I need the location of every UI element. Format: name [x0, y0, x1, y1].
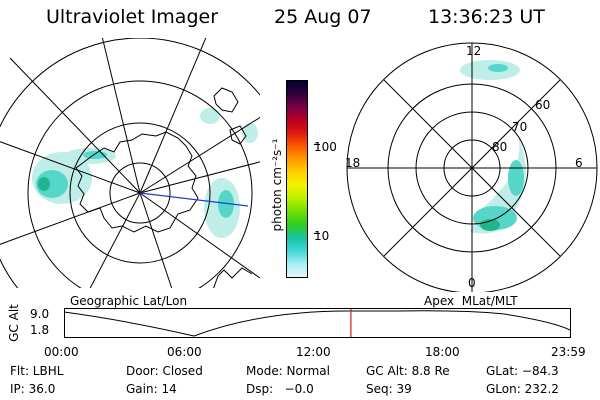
timeline-xtick-1: 06:00: [167, 345, 202, 359]
colorbar-units-label: photon cm⁻²s⁻¹: [270, 138, 284, 232]
glat-info: GLat: −84.3: [486, 364, 559, 378]
mlat-label-70: 70: [512, 120, 528, 134]
mlat-label-60: 60: [535, 98, 551, 112]
coastline: [75, 131, 199, 233]
date-label: 25 Aug 07: [274, 6, 372, 28]
mode-info: Mode: Normal: [246, 364, 330, 378]
timeline-xtick-4: 23:59: [551, 345, 586, 359]
timeline-ytick-bottom: 1.8: [30, 323, 50, 337]
dsp-info: Dsp: −0.0: [246, 382, 314, 396]
gain-info: Gain: 14: [126, 382, 177, 396]
meridian-lines: [0, 38, 260, 288]
mlt-label-0: 0: [468, 276, 476, 290]
door-info: Door: Closed: [126, 364, 203, 378]
filter-info: Flt: LBHL: [10, 364, 64, 378]
color-scale-bar: [286, 80, 308, 278]
magnetic-polar-plot: [346, 42, 598, 292]
colorbar-tick-100: 100: [314, 140, 337, 154]
mlt-label-12: 12: [466, 44, 482, 58]
tick-mark: [314, 233, 320, 234]
timeline-axis-label: GC Alt: [7, 304, 21, 342]
glon-info: GLon: 232.2: [486, 382, 559, 396]
magnetic-map-title: Apex MLat/MLT: [424, 294, 518, 308]
aurora-emission-left: [32, 108, 258, 238]
sun-meridian-line: [139, 192, 249, 207]
seq-info: Seq: 39: [366, 382, 412, 396]
mlt-label-18: 18: [345, 156, 361, 170]
colorbar-tick-10: 10: [314, 229, 330, 243]
aurora-emission-right: [460, 60, 526, 234]
timeline-xtick-3: 18:00: [425, 345, 460, 359]
ip-info: IP: 36.0: [10, 382, 56, 396]
tick-mark: [314, 144, 320, 145]
gc-alt-info: GC Alt: 8.8 Re: [366, 364, 450, 378]
timeline-ytick-top: 9.0: [30, 307, 50, 321]
geographic-map: [0, 38, 260, 288]
app-title: Ultraviolet Imager: [46, 6, 219, 28]
altitude-timeline: [64, 308, 571, 338]
geographic-map-title: Geographic Lat/Lon: [70, 294, 188, 308]
latitude-circles: [0, 38, 260, 288]
altitude-curve: [64, 310, 571, 337]
mlat-label-80: 80: [492, 140, 508, 154]
timeline-xtick-2: 12:00: [296, 345, 331, 359]
timeline-xtick-0: 00:00: [44, 345, 79, 359]
time-label: 13:36:23 UT: [428, 6, 545, 28]
mlt-label-6: 6: [575, 156, 583, 170]
